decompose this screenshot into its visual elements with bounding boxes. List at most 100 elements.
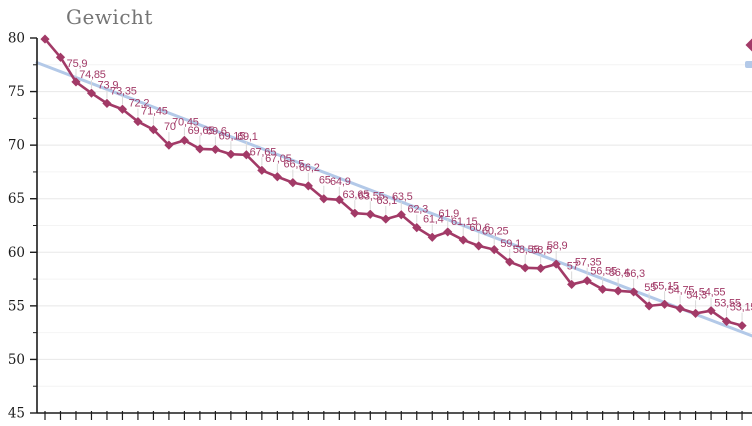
data-point-marker[interactable] — [721, 316, 732, 326]
data-point-label: 53,55 — [714, 297, 741, 309]
data-point-marker[interactable] — [458, 235, 468, 245]
data-point-label: 65 — [319, 175, 331, 187]
data-point-marker[interactable] — [660, 299, 670, 309]
data-point-marker[interactable] — [195, 144, 205, 154]
data-point-marker[interactable] — [319, 194, 329, 204]
data-point-label: 58,55 — [513, 244, 540, 256]
y-axis-label: 60 — [8, 245, 25, 261]
y-axis-label: 80 — [8, 31, 25, 47]
series-line — [44, 38, 743, 327]
data-point-marker[interactable] — [257, 165, 267, 175]
data-point-label: 73,9 — [98, 79, 119, 91]
data-point-marker[interactable] — [86, 88, 97, 98]
data-point-label: 67,05 — [265, 153, 292, 165]
data-point-marker[interactable] — [737, 321, 747, 331]
data-point-label: 54,55 — [699, 287, 726, 299]
data-point-marker[interactable] — [350, 208, 360, 218]
data-point-marker[interactable] — [241, 150, 251, 160]
data-point-label: 64,9 — [330, 176, 351, 188]
data-point-label: 61,9 — [438, 208, 459, 220]
data-point-label: 60,25 — [482, 226, 509, 238]
chart-title: Gewicht — [66, 5, 153, 29]
data-point-label: 67,65 — [250, 146, 277, 158]
data-point-label: 66,5 — [284, 159, 305, 171]
legend-trend-swatch[interactable] — [745, 61, 752, 68]
data-point-marker[interactable] — [489, 245, 499, 255]
data-point-label: 69,65 — [188, 125, 215, 137]
data-point-marker[interactable] — [396, 210, 406, 220]
y-axis-label: 50 — [8, 352, 25, 368]
data-point-marker[interactable] — [690, 308, 701, 318]
y-axis-label: 75 — [8, 84, 25, 100]
data-point-marker[interactable] — [381, 214, 391, 224]
data-point-label: 58,5 — [531, 244, 552, 256]
data-point-marker[interactable] — [567, 279, 577, 290]
data-point-marker[interactable] — [365, 209, 375, 219]
data-point-marker[interactable] — [303, 181, 313, 191]
data-point-marker[interactable] — [505, 257, 515, 267]
data-point-marker[interactable] — [706, 306, 716, 316]
data-point-label: 63,5 — [392, 191, 413, 203]
data-point-label: 54,75 — [668, 285, 695, 297]
data-point-marker[interactable] — [412, 223, 422, 233]
data-point-label: 62,3 — [407, 204, 428, 216]
data-point-label: 63,1 — [376, 195, 397, 207]
data-point-marker[interactable] — [164, 140, 174, 150]
data-point-label: 69,6 — [206, 125, 227, 137]
legend-series-swatch[interactable] — [745, 38, 752, 53]
data-point-label: 56,55 — [590, 265, 617, 277]
data-point-label: 70,45 — [172, 116, 199, 128]
data-point-marker[interactable] — [272, 172, 282, 182]
data-point-label: 56,3 — [624, 268, 645, 280]
data-point-marker[interactable] — [443, 227, 453, 237]
y-axis-label: 55 — [8, 298, 25, 314]
data-point-label: 63,55 — [358, 190, 385, 202]
data-point-marker[interactable] — [675, 303, 685, 314]
data-point-label: 61,15 — [451, 216, 478, 228]
data-point-marker[interactable] — [520, 263, 530, 273]
data-point-marker[interactable] — [210, 144, 220, 155]
data-point-label: 71,45 — [141, 106, 168, 118]
y-axis-label: 70 — [8, 138, 25, 154]
data-point-marker[interactable] — [117, 104, 128, 114]
data-point-marker[interactable] — [629, 287, 639, 297]
data-point-label: 55 — [644, 282, 656, 294]
data-point-label: 70 — [164, 121, 176, 133]
data-point-marker[interactable] — [427, 232, 437, 242]
data-point-label: 56,4 — [609, 267, 630, 279]
data-point-marker[interactable] — [582, 276, 592, 286]
data-point-label: 55,15 — [652, 280, 679, 292]
data-point-label: 72,2 — [129, 98, 150, 110]
data-point-marker[interactable] — [613, 286, 623, 296]
data-point-label: 74,85 — [79, 69, 106, 81]
data-point-marker[interactable] — [334, 195, 344, 205]
data-point-label: 59,1 — [500, 238, 521, 250]
y-axis-label: 45 — [8, 406, 25, 422]
data-point-label: 61,4 — [423, 213, 444, 225]
data-point-label: 57 — [567, 260, 579, 272]
data-point-marker[interactable] — [536, 263, 546, 273]
data-point-label: 73,35 — [110, 85, 137, 97]
data-point-label: 57,35 — [575, 257, 602, 269]
y-axis-label: 65 — [8, 191, 25, 207]
data-point-marker[interactable] — [40, 34, 50, 44]
data-point-marker[interactable] — [474, 241, 484, 251]
data-point-label: 75,9 — [67, 58, 88, 70]
data-point-marker[interactable] — [226, 149, 236, 159]
data-point-marker[interactable] — [644, 301, 654, 311]
data-point-marker[interactable] — [288, 178, 298, 188]
data-point-marker[interactable] — [71, 77, 81, 87]
data-point-marker[interactable] — [133, 116, 143, 127]
data-point-label: 66,2 — [299, 162, 320, 174]
data-point-marker[interactable] — [598, 284, 608, 294]
data-point-marker[interactable] — [55, 52, 66, 62]
data-point-marker[interactable] — [551, 259, 561, 269]
data-point-label: 69,1 — [237, 131, 258, 143]
data-point-label: 63,65 — [343, 189, 370, 201]
data-point-label: 54,3 — [686, 289, 707, 301]
data-point-marker[interactable] — [102, 98, 112, 108]
data-point-marker[interactable] — [179, 135, 190, 145]
data-point-marker[interactable] — [148, 125, 159, 135]
